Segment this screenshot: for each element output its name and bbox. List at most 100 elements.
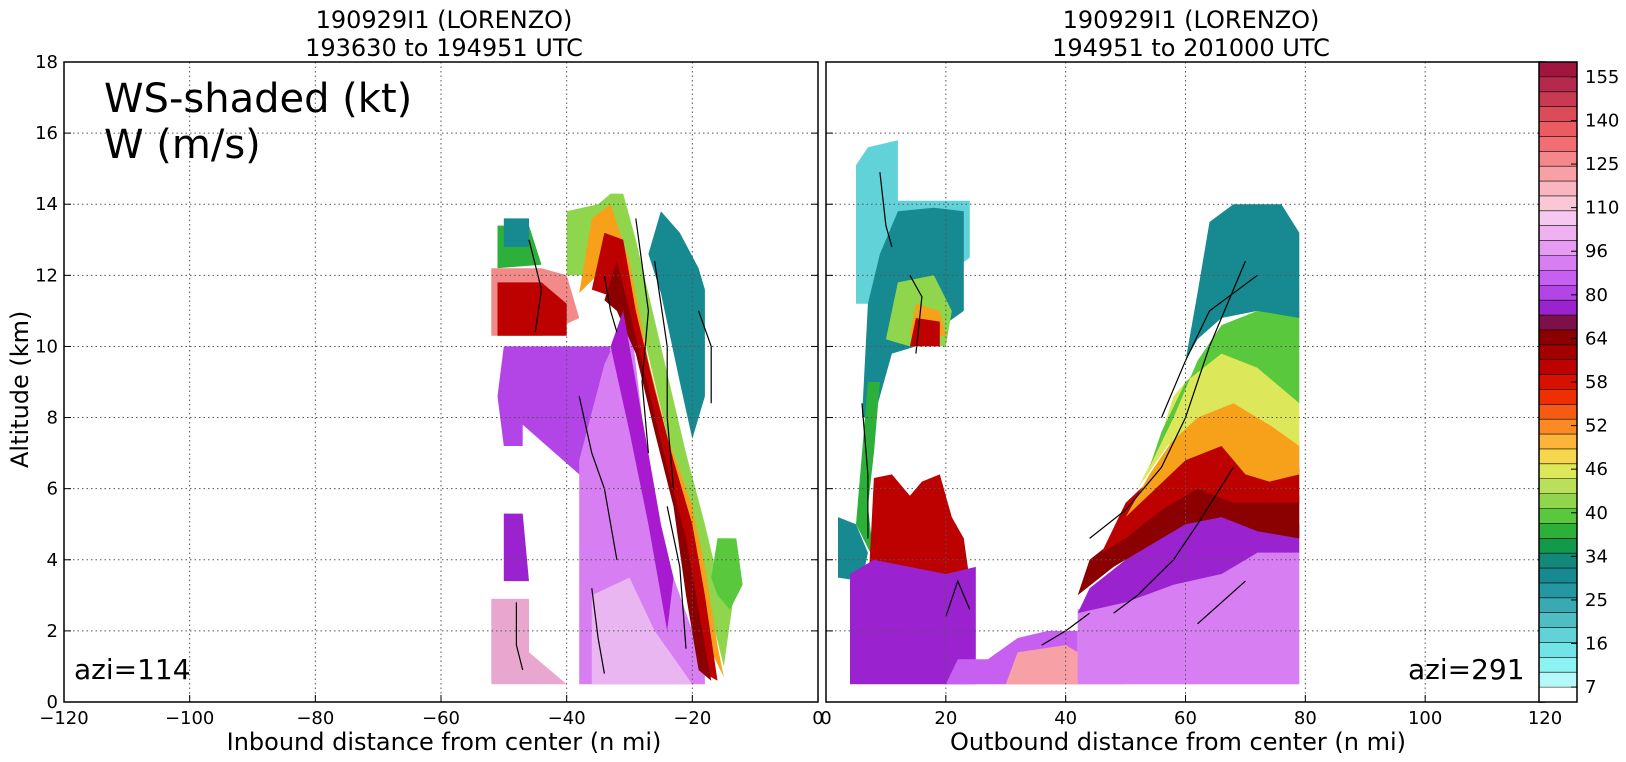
colorbar-swatch [1539, 553, 1577, 569]
left-x-tick-label: −60 [422, 708, 460, 729]
colorbar-swatch [1539, 300, 1577, 316]
right-shading-region [1137, 346, 1300, 489]
colorbar-swatch [1539, 463, 1577, 480]
right-x-axis-label: Outbound distance from center (n mi) [950, 728, 1406, 756]
right-shading-region [1125, 389, 1300, 518]
right-x-tick-label: 80 [1294, 708, 1317, 729]
colorbar-swatch [1539, 478, 1577, 495]
colorbar-swatch [1539, 597, 1577, 614]
colorbar-swatch [1539, 642, 1577, 658]
y-tick-label: 16 [35, 123, 58, 144]
colorbar-swatch [1539, 612, 1577, 629]
left-title-line2: 193630 to 194951 UTC [305, 34, 583, 62]
left-x-axis-label: Inbound distance from center (n mi) [226, 728, 662, 756]
left-shading-region [497, 282, 567, 336]
colorbar-swatch [1539, 538, 1577, 554]
left-contour-line [603, 275, 618, 333]
left-panel-title: 190929I1 (LORENZO) 193630 to 194951 UTC [62, 6, 826, 62]
colorbar-swatch [1539, 76, 1577, 93]
left-x-tick-label: −40 [548, 708, 586, 729]
colorbar-tick-label: 96 [1585, 241, 1608, 262]
colorbar-tick-label: 58 [1585, 372, 1608, 393]
right-shading-region [838, 517, 868, 582]
colorbar-swatch [1539, 62, 1577, 78]
colorbar-swatch [1539, 91, 1577, 108]
colorbar: 155 140 125 110 96 80 64 58 52 46 40 34 25 16 7 [1538, 61, 1619, 703]
colorbar-swatch [1539, 374, 1577, 390]
colorbar-tick-label: 7 [1585, 677, 1596, 698]
left-x-tick-label: −120 [39, 708, 88, 729]
left-shading-region [503, 513, 529, 582]
colorbar-tick-label: 25 [1585, 590, 1608, 611]
left-x-tick-label: −80 [296, 708, 334, 729]
right-shading-region [1077, 552, 1300, 685]
left-plot-area: −120 −100 −80 −60 −40 −20 0 0 2 4 6 8 10 12 14 16 18 [35, 52, 824, 729]
left-shading-region [591, 577, 693, 685]
right-x-tick-label: 20 [934, 708, 957, 729]
colorbar-swatch [1539, 270, 1577, 286]
y-tick-label: 8 [47, 408, 58, 429]
colorbar-swatch [1539, 568, 1577, 584]
left-shading-region [497, 346, 611, 475]
left-shading-region [491, 598, 567, 685]
colorbar-tick-label: 80 [1585, 285, 1608, 306]
colorbar-swatch [1539, 404, 1577, 420]
colorbar-swatch [1539, 315, 1577, 331]
right-contour-line [879, 172, 893, 248]
right-contour-line [909, 275, 923, 354]
colorbar-tick-label: 46 [1585, 459, 1608, 480]
legend-ws: WS-shaded (kt) [104, 76, 413, 122]
colorbar-swatch [1539, 359, 1577, 376]
colorbar-swatch [1539, 672, 1577, 688]
colorbar-swatch [1539, 210, 1577, 227]
colorbar-swatch [1539, 389, 1577, 405]
colorbar-swatch [1539, 657, 1577, 673]
colorbar-swatch [1539, 151, 1577, 167]
right-contour-line [861, 403, 869, 539]
left-shading-region [648, 211, 705, 439]
colorbar-swatch [1539, 166, 1577, 182]
right-contour-line [1160, 274, 1258, 418]
y-tick-label: 14 [35, 194, 58, 215]
colorbar-swatch [1539, 493, 1577, 510]
colorbar-swatch [1539, 181, 1577, 197]
y-tick-label: 10 [35, 336, 58, 357]
right-contour-line [1089, 260, 1246, 539]
colorbar-swatch [1539, 448, 1577, 465]
y-tick-label: 4 [47, 550, 58, 571]
left-contour-line [666, 506, 687, 649]
right-shading-region [1149, 310, 1300, 468]
colorbar-swatch [1539, 582, 1577, 599]
colorbar-tick-label: 155 [1585, 67, 1619, 88]
right-contour-line [1197, 580, 1246, 625]
colorbar-tick-label: 125 [1585, 154, 1619, 175]
left-contour-line [591, 588, 605, 674]
colorbar-swatch [1539, 523, 1577, 539]
colorbar-tick-label: 140 [1585, 110, 1619, 131]
colorbar-swatch [1539, 240, 1577, 256]
colorbar-tick-label: 52 [1585, 416, 1608, 437]
left-contour-line [578, 396, 618, 560]
left-contour-line [515, 602, 524, 671]
right-x-tick-label: 100 [1408, 708, 1442, 729]
y-tick-label: 6 [47, 479, 58, 500]
y-tick-label: 0 [47, 692, 58, 713]
left-contour-line [698, 310, 712, 404]
colorbar-swatch [1539, 136, 1577, 152]
colorbar-swatch [1539, 285, 1577, 301]
y-tick-label: 12 [35, 265, 58, 286]
right-x-tick-label: 0 [820, 708, 831, 729]
y-axis-label: Altitude (km) [6, 310, 34, 468]
left-shading-region [610, 310, 674, 631]
right-contour-line [945, 579, 971, 617]
colorbar-swatch [1539, 687, 1577, 703]
left-shading-region [711, 538, 743, 610]
right-x-tick-label: 120 [1528, 708, 1562, 729]
colorbar-tick-label: 110 [1585, 198, 1619, 219]
left-x-tick-label: 0 [812, 708, 823, 729]
colorbar-swatch [1539, 225, 1577, 242]
left-title-line1: 190929I1 (LORENZO) [315, 6, 573, 34]
colorbar-swatch [1539, 508, 1577, 524]
colorbar-swatch [1539, 121, 1577, 137]
